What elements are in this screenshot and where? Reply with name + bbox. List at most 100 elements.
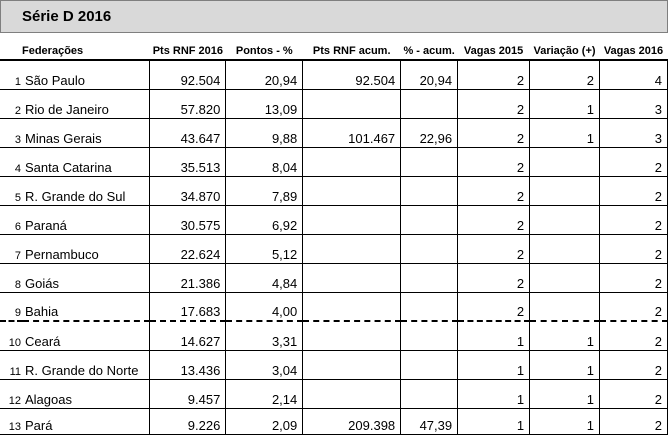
table-row: 6 Paraná 30.575 6,92 2 2 xyxy=(0,205,668,235)
sheet-title: Série D 2016 xyxy=(22,8,112,25)
table-cell xyxy=(302,350,402,380)
table-cell xyxy=(302,321,402,351)
table-cell xyxy=(400,321,459,351)
row-number: 2 xyxy=(0,89,23,119)
federation-name: Alagoas xyxy=(22,379,151,409)
table-cell: 2 xyxy=(599,263,668,293)
table-cell: 2 xyxy=(599,379,668,409)
column-header: Vagas 2015 xyxy=(457,40,530,61)
row-number: 7 xyxy=(0,234,23,264)
table-cell xyxy=(529,234,600,264)
table-cell: 2,14 xyxy=(225,379,304,409)
column-header: Federações xyxy=(0,40,150,61)
table-cell: 2 xyxy=(457,147,531,177)
table-cell: 2 xyxy=(457,234,531,264)
federation-name: Minas Gerais xyxy=(22,118,151,148)
ranking-table: Federações Pts RNF 2016 Pontos - % Pts R… xyxy=(0,40,668,435)
table-cell: 92.504 xyxy=(302,60,402,90)
table-cell: 4 xyxy=(599,60,668,90)
federation-name: R. Grande do Sul xyxy=(22,176,151,206)
column-header: Vagas 2016 xyxy=(599,40,668,61)
table-cell xyxy=(302,234,402,264)
table-cell xyxy=(529,263,600,293)
table-cell: 209.398 xyxy=(302,408,402,435)
table-cell: 13.436 xyxy=(149,350,227,380)
table-cell xyxy=(400,292,459,322)
table-cell xyxy=(302,379,402,409)
federation-name: Ceará xyxy=(22,321,151,351)
table-cell: 22.624 xyxy=(149,234,227,264)
table-row: 1 São Paulo 92.504 20,94 92.504 20,94 2 2 4 xyxy=(0,60,668,90)
title-bar: Série D 2016 xyxy=(0,0,668,33)
federation-name: Pernambuco xyxy=(22,234,151,264)
table-cell: 2 xyxy=(457,205,531,235)
table-cell: 3 xyxy=(599,89,668,119)
table-cell: 1 xyxy=(457,379,531,409)
table-cell: 3,31 xyxy=(225,321,304,351)
table-cell xyxy=(400,350,459,380)
table-cell: 4,00 xyxy=(225,292,304,322)
table-cell: 2 xyxy=(599,350,668,380)
table-cell xyxy=(302,263,402,293)
table-cell: 20,94 xyxy=(400,60,459,90)
table-cell: 7,89 xyxy=(225,176,304,206)
table-cell: 2 xyxy=(457,89,531,119)
table-cell xyxy=(302,292,402,322)
table-cell: 2 xyxy=(457,118,531,148)
table-cell: 22,96 xyxy=(400,118,459,148)
table-body: 1 São Paulo 92.504 20,94 92.504 20,94 2 2 4 2 Rio … xyxy=(0,60,668,435)
table-cell: 30.575 xyxy=(149,205,227,235)
table-row: 9 Bahia 17.683 4,00 2 2 xyxy=(0,292,668,322)
table-cell: 1 xyxy=(457,321,531,351)
row-number: 3 xyxy=(0,118,23,148)
table-cell: 2 xyxy=(599,147,668,177)
table-cell xyxy=(529,292,600,322)
federation-name: Goiás xyxy=(22,263,151,293)
table-cell: 92.504 xyxy=(149,60,227,90)
table-cell: 21.386 xyxy=(149,263,227,293)
table-cell xyxy=(400,205,459,235)
federation-name: Bahia xyxy=(22,292,151,322)
table-cell: 2 xyxy=(529,60,600,90)
federation-name: Santa Catarina xyxy=(22,147,151,177)
table-cell: 2 xyxy=(457,263,531,293)
table-row: 4 Santa Catarina 35.513 8,04 2 2 xyxy=(0,147,668,177)
table-cell: 2 xyxy=(599,234,668,264)
table-row: 5 R. Grande do Sul 34.870 7,89 2 2 xyxy=(0,176,668,206)
table-cell: 13,09 xyxy=(225,89,304,119)
table-cell: 2 xyxy=(457,60,531,90)
table-cell: 35.513 xyxy=(149,147,227,177)
table-cell: 2 xyxy=(599,408,668,435)
column-header: Variação (+) xyxy=(529,40,600,61)
table-row: 3 Minas Gerais 43.647 9,88 101.467 22,96 2 1 3 xyxy=(0,118,668,148)
row-number: 4 xyxy=(0,147,23,177)
table-cell: 2 xyxy=(599,321,668,351)
table-cell: 1 xyxy=(529,118,600,148)
table-cell: 2 xyxy=(457,292,531,322)
table-cell: 3,04 xyxy=(225,350,304,380)
table-cell: 20,94 xyxy=(225,60,304,90)
table-cell: 57.820 xyxy=(149,89,227,119)
table-cell: 101.467 xyxy=(302,118,402,148)
table-cell: 1 xyxy=(457,408,531,435)
federation-name: São Paulo xyxy=(22,60,151,90)
row-number: 1 xyxy=(0,60,23,90)
federation-name: Pará xyxy=(22,408,151,435)
table-row: 12 Alagoas 9.457 2,14 1 1 2 xyxy=(0,379,668,409)
column-header: Pts RNF acum. xyxy=(302,40,401,61)
table-cell xyxy=(400,176,459,206)
row-number: 13 xyxy=(0,408,23,435)
table-cell xyxy=(529,205,600,235)
table-cell: 2 xyxy=(599,292,668,322)
table-cell: 8,04 xyxy=(225,147,304,177)
table-cell: 9,88 xyxy=(225,118,304,148)
table-cell: 5,12 xyxy=(225,234,304,264)
row-number: 9 xyxy=(0,292,23,322)
table-cell: 17.683 xyxy=(149,292,227,322)
table-cell: 2 xyxy=(599,176,668,206)
table-cell: 14.627 xyxy=(149,321,227,351)
table-cell xyxy=(400,379,459,409)
table-row: 13 Pará 9.226 2,09 209.398 47,39 1 1 2 xyxy=(0,408,668,435)
header-row: Federações Pts RNF 2016 Pontos - % Pts R… xyxy=(0,40,668,61)
table-cell xyxy=(400,263,459,293)
